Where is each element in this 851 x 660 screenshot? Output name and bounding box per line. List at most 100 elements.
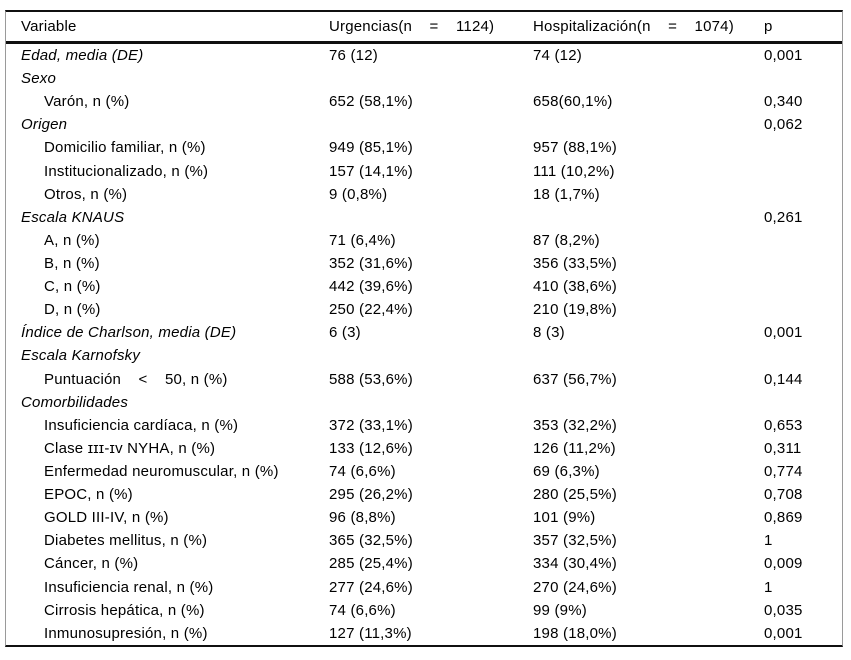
table-row: D, n (%) 250 (22,4%) 210 (19,8%): [6, 298, 842, 321]
hospitalizacion-value: 270 (24,6%): [533, 578, 617, 596]
header-p-value: p: [764, 18, 773, 35]
hospitalizacion-value: 74 (12): [533, 47, 582, 65]
urgencias-value: 74 (6,6%): [329, 463, 396, 481]
row-label: Diabetes mellitus, n (%): [44, 532, 208, 550]
hospitalizacion-value: 210 (19,8%): [533, 301, 617, 319]
row-label: Edad, media (DE): [21, 47, 144, 65]
p-value: 1: [764, 578, 773, 596]
p-value: 0,062: [764, 116, 803, 134]
urgencias-value: 949 (85,1%): [329, 139, 413, 157]
p-value: 0,261: [764, 208, 803, 226]
table-row: Escala Karnofsky: [6, 344, 842, 367]
hospitalizacion-value: 87 (8,2%): [533, 231, 600, 249]
urgencias-value: 365 (32,5%): [329, 532, 413, 550]
row-label: Clase ɪɪɪ-ɪᴠ NYHA, n (%): [44, 439, 216, 457]
row-label: Índice de Charlson, media (DE): [21, 324, 237, 342]
table-row: A, n (%) 71 (6,4%) 87 (8,2%): [6, 229, 842, 252]
header-hospitalizacion: Hospitalización(n = 1074): [533, 18, 734, 35]
hospitalizacion-value: 126 (11,2%): [533, 439, 616, 457]
table-row: Edad, media (DE) 76 (12) 74 (12) 0,001: [6, 44, 842, 67]
table-row: C, n (%) 442 (39,6%) 410 (38,6%): [6, 275, 842, 298]
p-value: 0,869: [764, 509, 803, 527]
hospitalizacion-value: 356 (33,5%): [533, 255, 617, 273]
table-row: Clase ɪɪɪ-ɪᴠ NYHA, n (%) 133 (12,6%) 126 (…: [6, 437, 842, 460]
p-value: 0,144: [764, 370, 803, 388]
urgencias-value: 372 (33,1%): [329, 416, 413, 434]
p-value: 0,708: [764, 486, 803, 504]
row-label: Sexo: [21, 70, 56, 88]
hospitalizacion-value: 198 (18,0%): [533, 624, 617, 642]
table-row: Insuficiencia renal, n (%) 277 (24,6%) 270…: [6, 576, 842, 599]
row-label: B, n (%): [44, 255, 100, 273]
p-value: 0,001: [764, 624, 803, 642]
row-label: Cáncer, n (%): [44, 555, 139, 573]
table-row: Otros, n (%) 9 (0,8%) 18 (1,7%): [6, 183, 842, 206]
hospitalizacion-value: 357 (32,5%): [533, 532, 617, 550]
urgencias-value: 133 (12,6%): [329, 439, 413, 457]
p-value: 0,653: [764, 416, 803, 434]
p-value: 0,774: [764, 463, 803, 481]
hospitalizacion-value: 334 (30,4%): [533, 555, 617, 573]
hospitalizacion-value: 18 (1,7%): [533, 185, 600, 203]
urgencias-value: 588 (53,6%): [329, 370, 413, 388]
hospitalizacion-value: 111 (10,2%): [533, 162, 615, 180]
urgencias-value: 652 (58,1%): [329, 93, 413, 111]
table-header-row: Variable Urgencias(n = 1124) Hospitaliza…: [6, 12, 842, 44]
hospitalizacion-value: 280 (25,5%): [533, 486, 617, 504]
p-value: 0,001: [764, 324, 803, 342]
table-row: Escala KNAUS 0,261: [6, 206, 842, 229]
row-label: EPOC, n (%): [44, 486, 133, 504]
row-label: Inmunosupresión, n (%): [44, 624, 208, 642]
hospitalizacion-value: 353 (32,2%): [533, 416, 617, 434]
table-row: Comorbilidades: [6, 391, 842, 414]
row-label: GOLD III-IV, n (%): [44, 509, 169, 527]
table-row: Enfermedad neuromuscular, n (%) 74 (6,6%)…: [6, 460, 842, 483]
hospitalizacion-value: 101 (9%): [533, 509, 596, 527]
hospitalizacion-value: 410 (38,6%): [533, 278, 617, 296]
header-variable: Variable: [21, 18, 77, 35]
table-row: Varón, n (%) 652 (58,1%) 658(60,1%) 0,340: [6, 90, 842, 113]
p-value: 0,009: [764, 555, 803, 573]
row-label: Otros, n (%): [44, 185, 128, 203]
urgencias-value: 442 (39,6%): [329, 278, 413, 296]
table-row: Puntuación < 50, n (%) 588 (53,6%) 637 (56…: [6, 368, 842, 391]
table-row: Cáncer, n (%) 285 (25,4%) 334 (30,4%) 0,009: [6, 552, 842, 575]
table-row: Origen 0,062: [6, 113, 842, 136]
row-label: Enfermedad neuromuscular, n (%): [44, 463, 279, 481]
hospitalizacion-value: 8 (3): [533, 324, 565, 342]
row-label: Institucionalizado, n (%): [44, 162, 209, 180]
table-body: Edad, media (DE) 76 (12) 74 (12) 0,001 Sexo V…: [6, 44, 842, 645]
urgencias-value: 96 (8,8%): [329, 509, 396, 527]
urgencias-value: 6 (3): [329, 324, 361, 342]
hospitalizacion-value: 957 (88,1%): [533, 139, 617, 157]
p-value: 0,035: [764, 601, 803, 619]
row-label: Comorbilidades: [21, 393, 129, 411]
p-value: 1: [764, 532, 773, 550]
row-label: A, n (%): [44, 231, 100, 249]
urgencias-value: 250 (22,4%): [329, 301, 413, 319]
table-row: Sexo: [6, 67, 842, 90]
urgencias-value: 9 (0,8%): [329, 185, 388, 203]
urgencias-value: 74 (6,6%): [329, 601, 396, 619]
comparison-table: Variable Urgencias(n = 1124) Hospitaliza…: [5, 10, 843, 647]
urgencias-value: 277 (24,6%): [329, 578, 413, 596]
table-row: Insuficiencia cardíaca, n (%) 372 (33,1%)…: [6, 414, 842, 437]
row-label: D, n (%): [44, 301, 101, 319]
urgencias-value: 352 (31,6%): [329, 255, 413, 273]
table-row: GOLD III-IV, n (%) 96 (8,8%) 101 (9%) 0,869: [6, 506, 842, 529]
urgencias-value: 71 (6,4%): [329, 231, 396, 249]
row-label: Insuficiencia renal, n (%): [44, 578, 214, 596]
table-row: Diabetes mellitus, n (%) 365 (32,5%) 357 (…: [6, 529, 842, 552]
header-urgencias: Urgencias(n = 1124): [329, 18, 495, 35]
table-row: B, n (%) 352 (31,6%) 356 (33,5%): [6, 252, 842, 275]
urgencias-value: 295 (26,2%): [329, 486, 413, 504]
hospitalizacion-value: 658(60,1%): [533, 93, 613, 111]
table-row: Inmunosupresión, n (%) 127 (11,3%) 198 (18…: [6, 622, 842, 645]
p-value: 0,001: [764, 47, 803, 65]
row-label: Varón, n (%): [44, 93, 130, 111]
hospitalizacion-value: 99 (9%): [533, 601, 587, 619]
row-label: Origen: [21, 116, 68, 134]
row-label: Cirrosis hepática, n (%): [44, 601, 205, 619]
row-label: Escala KNAUS: [21, 208, 125, 226]
